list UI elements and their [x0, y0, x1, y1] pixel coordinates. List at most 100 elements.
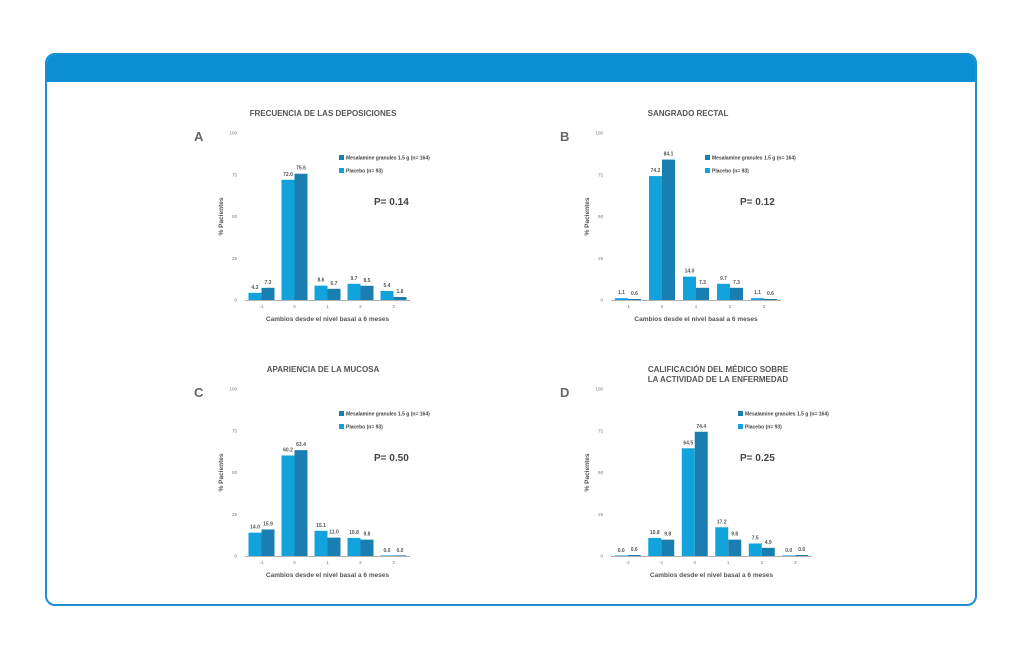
chart-c-xtick-label: 2 [359, 560, 362, 565]
chart-a-xtick-label: -1 [259, 304, 263, 309]
chart-b-value-label-placebo: 74.2 [651, 168, 661, 174]
chart-d-bar-mesalamine [661, 539, 675, 556]
chart-b-legend-swatch [705, 155, 710, 160]
chart-d-xtick-label: 0 [693, 560, 696, 565]
frame-header-bar [47, 55, 975, 82]
chart-a-bar-mesalamine [360, 285, 374, 300]
chart-d-bar-placebo [614, 555, 628, 556]
chart-b-xtick-label: 3 [763, 304, 766, 309]
chart-b-xtick-label: 0 [661, 304, 664, 309]
chart-b-bar-placebo [717, 283, 730, 300]
chart-d-value-label-placebo: 10.8 [650, 530, 660, 536]
chart-a-xlabel: Cambios desde el nivel basal a 6 meses [266, 316, 390, 323]
chart-c-xtick-label: 3 [392, 560, 395, 565]
chart-c-legend-swatch [339, 411, 344, 416]
chart-d-bar-mesalamine [761, 547, 775, 556]
chart-b-value-label-mesalamine: 0.6 [631, 291, 638, 297]
chart-b-bar-placebo [649, 176, 662, 300]
chart-b-value-label-mesalamine: 7.3 [733, 280, 740, 286]
chart-b-ylabel: % Pacientes [584, 197, 591, 235]
chart-b-legend-label: Placebo (n= 93) [712, 169, 749, 175]
chart-c-legend-label: Mesalamine granules 1.5 g (n= 164) [346, 412, 430, 418]
chart-c-xlabel: Cambios desde el nivel basal a 6 meses [266, 572, 390, 579]
chart-b-value-label-placebo: 14.0 [685, 269, 695, 275]
chart-d-p-value: P= 0.25 [740, 453, 775, 464]
chart-a-xtick-label: 2 [359, 304, 362, 309]
chart-b-legend-label: Mesalamine granules 1.5 g (n= 164) [712, 156, 796, 162]
chart-c-bar-placebo [347, 537, 361, 556]
chart-d-bar-placebo [782, 555, 796, 556]
chart-c-value-label-mesalamine: 63.4 [296, 442, 306, 448]
figure-frame [45, 53, 977, 606]
chart-a-value-label-mesalamine: 1.8 [397, 289, 404, 295]
chart-c-bar-placebo [314, 530, 328, 556]
chart-c-ytick-label: 0 [234, 554, 237, 559]
chart-d-bar-mesalamine [694, 431, 708, 556]
chart-d-value-label-mesalamine: 0.6 [631, 547, 638, 553]
chart-b-ytick-label: 25 [598, 256, 604, 261]
chart-b-ytick-label: 50 [598, 214, 604, 219]
chart-d-ytick-label: 75 [598, 428, 604, 433]
chart-a-p-value: P= 0.14 [374, 197, 409, 208]
chart-a-bar-placebo [248, 292, 262, 300]
chart-b-bar-mesalamine [764, 298, 777, 300]
chart-a-value-label-mesalamine: 6.7 [331, 281, 338, 287]
chart-d-value-label-mesalamine: 4.9 [765, 540, 772, 546]
chart-d-bar-mesalamine [795, 554, 809, 556]
chart-d-ylabel: % Pacientes [584, 453, 591, 491]
chart-a-ytick-label: 100 [229, 131, 237, 136]
chart-c-value-label-mesalamine: 11.0 [329, 530, 339, 536]
chart-b-value-label-mesalamine: 84.1 [664, 152, 674, 158]
chart-c-legend-label: Placebo (n= 93) [346, 425, 383, 431]
chart-a-value-label-placebo: 5.4 [384, 283, 391, 289]
chart-c-bar-mesalamine [327, 537, 341, 556]
chart-d-legend-label: Mesalamine granules 1.5 g (n= 164) [745, 412, 829, 418]
chart-c-bar-placebo [380, 555, 394, 556]
chart-d-legend-swatch [738, 411, 743, 416]
chart-c-value-label-placebo: 60.2 [283, 447, 293, 453]
chart-a-value-label-placebo: 72.0 [283, 172, 293, 178]
chart-d-value-label-placebo: 64.5 [683, 440, 693, 446]
chart-c-title: APARIENCIA DE LA MUCOSA [267, 365, 380, 374]
chart-d-panel-letter: D [560, 385, 569, 400]
chart-d-legend-label: Placebo (n= 93) [745, 425, 782, 431]
chart-b-ytick-label: 0 [600, 298, 603, 303]
chart-d-value-label-mesalamine: 9.8 [731, 532, 738, 538]
chart-a-ytick-label: 75 [232, 172, 238, 177]
chart-b-xtick-label: 2 [729, 304, 732, 309]
chart-d-xtick-label: -1 [659, 560, 663, 565]
chart-b-panel-letter: B [560, 129, 569, 144]
chart-d-value-label-placebo: 7.5 [752, 535, 759, 541]
chart-c-xtick-label: -1 [259, 560, 263, 565]
chart-a-bar-placebo [281, 179, 295, 300]
chart-b-bar-mesalamine [696, 287, 709, 300]
chart-c-value-label-mesalamine: 9.8 [364, 532, 371, 538]
chart-a-legend-label: Placebo (n= 93) [346, 169, 383, 175]
chart-c-xtick-label: 0 [293, 560, 296, 565]
chart-a-xtick-label: 0 [293, 304, 296, 309]
chart-d-title: LA ACTIVIDAD DE LA ENFERMEDAD [648, 375, 789, 384]
chart-b-bar-placebo [615, 298, 628, 300]
chart-c-value-label-mesalamine: 15.9 [263, 521, 273, 527]
chart-c-bar-mesalamine [393, 555, 407, 556]
chart-a-bar-mesalamine [294, 173, 308, 300]
chart-c-ytick-label: 100 [229, 387, 237, 392]
chart-a-value-label-mesalamine: 75.6 [296, 166, 306, 172]
chart-d-bar-placebo [748, 543, 762, 556]
chart-a-panel-letter: A [194, 129, 204, 144]
chart-b-bar-placebo [751, 298, 764, 300]
chart-b-value-label-placebo: 1.1 [618, 290, 625, 296]
chart-d-bar-mesalamine [728, 539, 742, 556]
chart-b-bar-mesalamine [662, 159, 675, 300]
chart-b-value-label-placebo: 1.1 [754, 290, 761, 296]
chart-a-legend-swatch [339, 155, 344, 160]
chart-c-bar-placebo [248, 532, 262, 556]
chart-a-title: FRECUENCIA DE LAS DEPOSICIONES [250, 109, 397, 118]
chart-a-bar-placebo [314, 285, 328, 300]
chart-b-xlabel: Cambios desde el nivel basal a 6 meses [634, 316, 758, 323]
chart-c-ytick-label: 75 [232, 428, 238, 433]
chart-a-legend-label: Mesalamine granules 1.5 g (n= 164) [346, 156, 430, 162]
chart-a-ylabel: % Pacientes [218, 197, 225, 235]
chart-a-xtick-label: 3 [392, 304, 395, 309]
